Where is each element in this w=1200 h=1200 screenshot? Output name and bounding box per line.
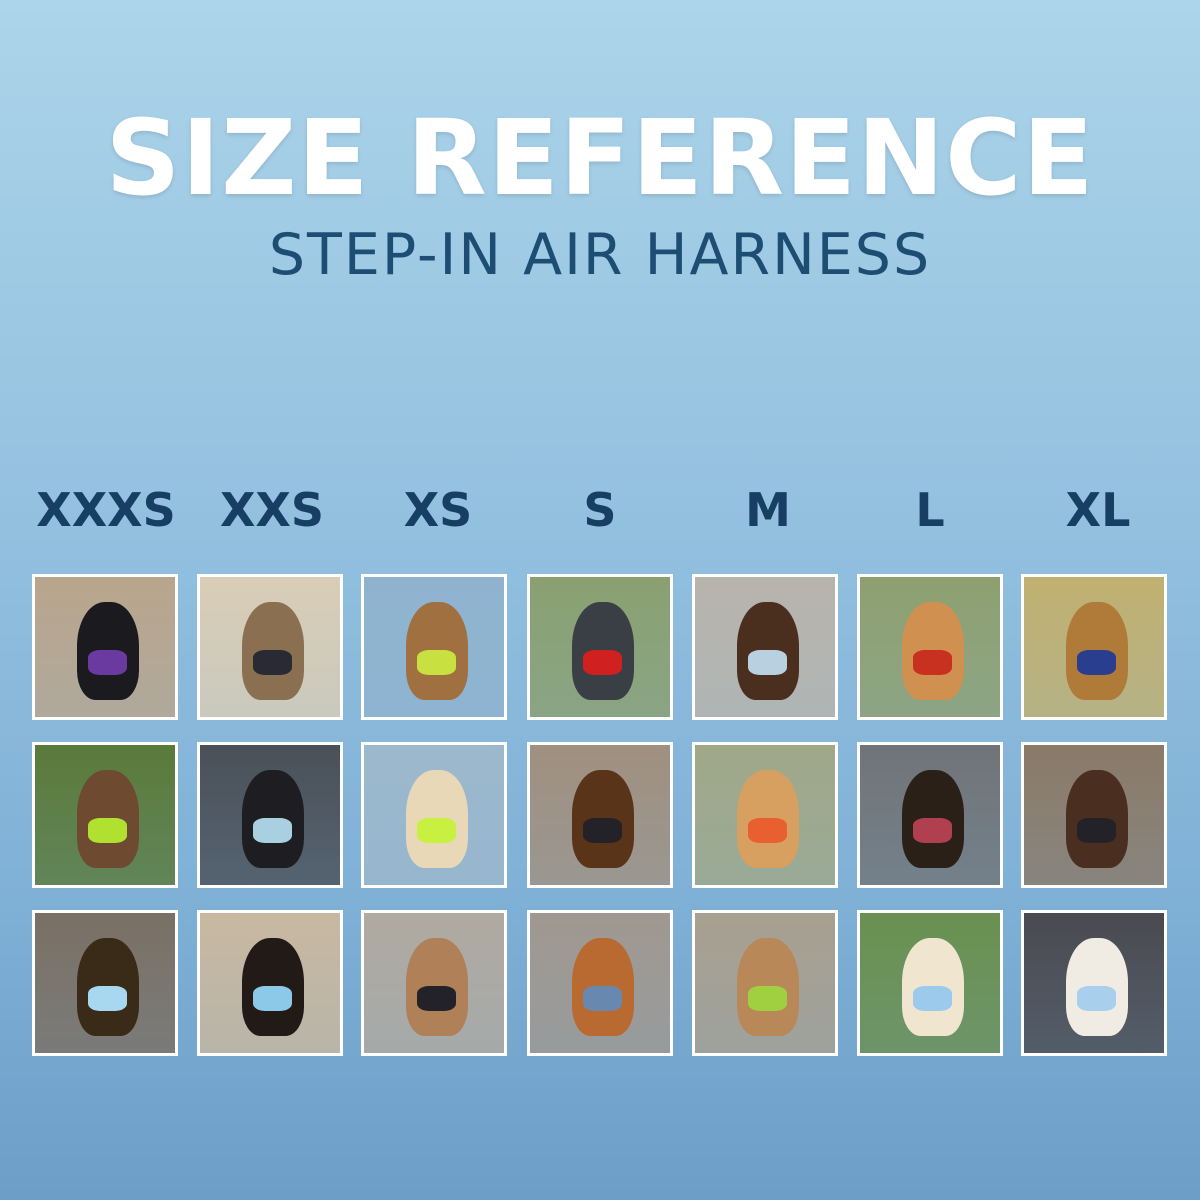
- harness: [913, 817, 953, 843]
- pet-photo-l-3: [857, 910, 1003, 1056]
- pet-photo-xxs-1: [197, 574, 343, 720]
- harness: [253, 985, 293, 1011]
- page-title: SIZE REFERENCE: [105, 97, 1095, 219]
- harness: [88, 985, 128, 1011]
- harness: [88, 817, 128, 843]
- harness: [1077, 649, 1117, 675]
- pet-photo-xxxs-2: [32, 742, 178, 888]
- pet-photo-xxs-3: [197, 910, 343, 1056]
- pet-photo-l-2: [857, 742, 1003, 888]
- size-label-l: L: [915, 483, 945, 537]
- pet-photo-xl-2: [1021, 742, 1167, 888]
- pet-photo-s-2: [527, 742, 673, 888]
- harness: [1077, 817, 1117, 843]
- pet-photo-xs-3: [361, 910, 507, 1056]
- pet-photo-xs-1: [361, 574, 507, 720]
- pet-photo-m-1: [692, 574, 838, 720]
- harness: [913, 985, 953, 1011]
- pet-photo-xxs-2: [197, 742, 343, 888]
- harness: [748, 985, 788, 1011]
- harness: [748, 649, 788, 675]
- size-label-s: S: [583, 483, 617, 537]
- pet-photo-xs-2: [361, 742, 507, 888]
- harness: [417, 649, 457, 675]
- harness: [583, 817, 623, 843]
- pet-photo-xxxs-1: [32, 574, 178, 720]
- harness: [913, 649, 953, 675]
- pet-photo-s-3: [527, 910, 673, 1056]
- harness: [417, 985, 457, 1011]
- harness: [748, 817, 788, 843]
- harness: [253, 817, 293, 843]
- harness: [88, 649, 128, 675]
- pet-photo-xxxs-3: [32, 910, 178, 1056]
- page-subtitle: STEP-IN AIR HARNESS: [268, 222, 932, 288]
- size-label-xxxs: XXXS: [36, 483, 176, 537]
- harness: [1077, 985, 1117, 1011]
- pet-photo-m-3: [692, 910, 838, 1056]
- harness: [417, 817, 457, 843]
- size-label-xl: XL: [1065, 483, 1131, 537]
- harness: [583, 649, 623, 675]
- harness: [253, 649, 293, 675]
- size-label-m: M: [745, 483, 791, 537]
- pet-photo-xl-3: [1021, 910, 1167, 1056]
- harness: [583, 985, 623, 1011]
- size-label-xs: XS: [403, 483, 473, 537]
- size-label-xxs: XXS: [219, 483, 325, 537]
- pet-photo-m-2: [692, 742, 838, 888]
- pet-photo-s-1: [527, 574, 673, 720]
- pet-photo-xl-1: [1021, 574, 1167, 720]
- pet-photo-l-1: [857, 574, 1003, 720]
